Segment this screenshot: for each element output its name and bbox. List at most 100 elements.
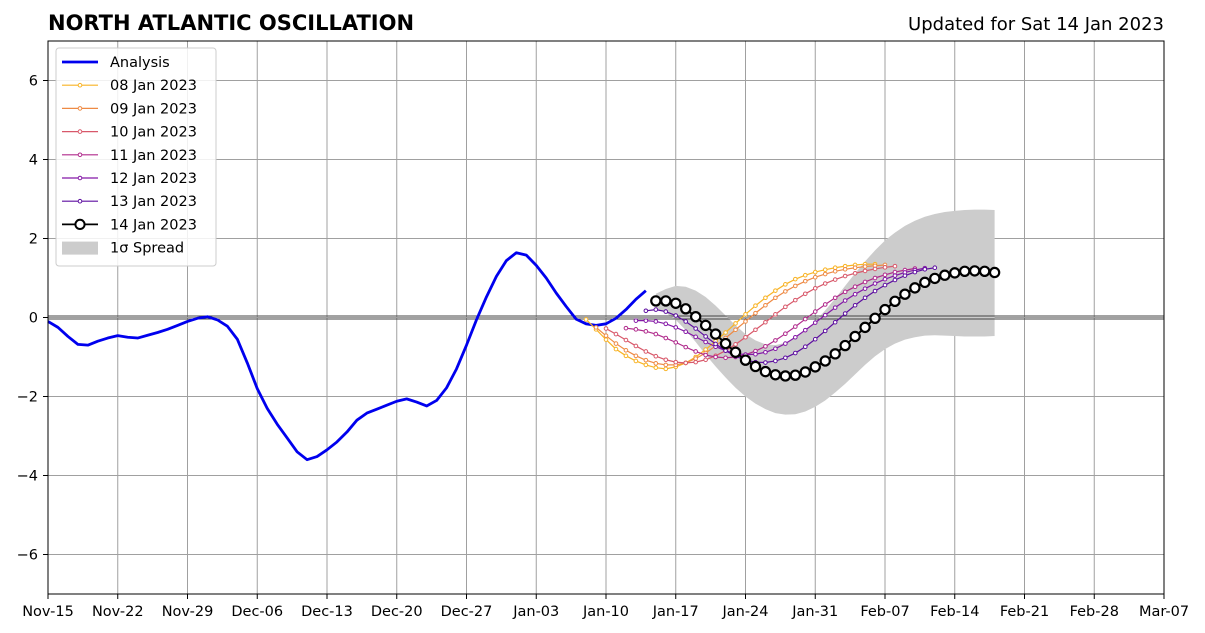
legend-label: 1σ Spread (110, 241, 184, 257)
forecast-point (749, 360, 762, 373)
y-tick-label: 2 (29, 232, 38, 248)
forecast-point (909, 282, 921, 294)
forecast-point (959, 265, 971, 277)
y-tick-label: −6 (17, 548, 38, 564)
forecast-point (912, 269, 918, 275)
forecast-point (783, 355, 788, 361)
x-tick-label: Jan-17 (652, 604, 699, 620)
chart-title: NORTH ATLANTIC OSCILLATION (48, 11, 414, 35)
forecast-point (892, 263, 898, 269)
forecast-point (802, 291, 808, 297)
forecast-point (822, 302, 828, 307)
forecast-point (673, 313, 679, 318)
forecast-point (753, 351, 758, 357)
forecast-point (773, 346, 778, 352)
x-tick-label: Jan-31 (791, 604, 838, 620)
forecast-point (723, 330, 728, 335)
legend: Analysis 08 Jan 2023 09 Jan 2023 10 Jan 202… (55, 47, 217, 267)
forecast-point (753, 310, 758, 316)
forecast-point (713, 354, 718, 360)
forecast-point (699, 319, 712, 332)
legend-entry: 08 Jan 2023 (62, 78, 197, 94)
legend-label: Analysis (110, 55, 170, 71)
legend-items: Analysis 08 Jan 2023 09 Jan 2023 10 Jan 202… (62, 55, 197, 257)
forecast-point (783, 341, 788, 346)
forecast-point (802, 327, 808, 333)
forecast-point (743, 312, 748, 317)
spread-layer (655, 209, 995, 415)
legend-entry: 09 Jan 2023 (62, 101, 197, 117)
forecast-point (773, 288, 778, 293)
legend-marker (77, 198, 83, 204)
x-tick-label: Feb-28 (1070, 604, 1119, 620)
forecast-point (839, 339, 851, 352)
forecast-point (842, 311, 848, 316)
forecast-point (882, 282, 888, 288)
legend-label: 08 Jan 2023 (110, 78, 197, 94)
forecast-point (802, 316, 808, 322)
forecast-point (673, 359, 679, 365)
forecast-point (733, 327, 738, 333)
forecast-point (899, 288, 911, 300)
x-tick-label: Feb-07 (860, 604, 909, 620)
forecast-point (872, 275, 878, 281)
y-tick-label: 6 (29, 74, 38, 90)
forecast-point (683, 329, 689, 335)
forecast-point (793, 324, 798, 329)
forecast-point (773, 295, 778, 301)
x-tick-label: Dec-13 (301, 604, 353, 620)
x-tick-label: Jan-24 (721, 604, 768, 620)
legend-swatch (62, 241, 98, 255)
forecast-point (633, 318, 639, 323)
forecast-point (683, 360, 689, 366)
x-tick-label: Feb-21 (1000, 604, 1049, 620)
forecast-point (793, 297, 798, 303)
forecast-point (643, 308, 649, 314)
forecast-point (862, 264, 868, 269)
forecast-point (763, 295, 768, 301)
legend-entry: 12 Jan 2023 (62, 171, 197, 187)
y-tick-label: 4 (29, 153, 38, 169)
forecast-point (779, 370, 792, 382)
forecast-point (663, 362, 669, 368)
forecast-point (802, 278, 808, 284)
x-tick-label: Dec-20 (371, 604, 423, 620)
legend-marker (77, 82, 83, 88)
forecast-point (872, 281, 878, 286)
forecast-point (832, 295, 838, 301)
x-tick-label: Jan-03 (512, 604, 559, 620)
forecast-point (633, 343, 639, 349)
forecast-point (789, 369, 802, 381)
forecast-point (713, 341, 718, 347)
forecast-point (822, 312, 828, 318)
forecast-point (743, 319, 748, 324)
forecast-point (832, 305, 838, 310)
forecast-point (832, 277, 838, 282)
forecast-point (852, 265, 858, 271)
forecast-point (613, 346, 619, 352)
legend-box (55, 47, 217, 267)
forecast-point (623, 337, 629, 343)
forecast-point (653, 361, 659, 366)
forecast-point (703, 352, 708, 358)
legend-entry: 10 Jan 2023 (62, 125, 197, 141)
forecast-point (802, 344, 808, 350)
forecast-point (832, 268, 838, 274)
forecast-point (683, 319, 689, 324)
forecast-point (783, 304, 788, 310)
y-tick-label: 0 (29, 311, 38, 327)
forecast-point (643, 329, 649, 334)
x-axis: Nov-15 Nov-22 Nov-29 Dec-06 Dec-13 Dec-20 Dec-… (22, 594, 1189, 620)
forecast-point (763, 302, 768, 308)
legend-marker (77, 152, 83, 158)
chart-subtitle: Updated for Sat 14 Jan 2023 (908, 14, 1164, 35)
legend-marker (74, 218, 86, 230)
forecast-point (653, 353, 659, 359)
x-tick-label: Mar-07 (1139, 604, 1189, 620)
forecast-point (842, 289, 848, 295)
forecast-point (842, 273, 848, 279)
forecast-point (882, 265, 888, 270)
forecast-point (869, 312, 881, 324)
forecast-point (759, 365, 772, 378)
forecast-point (623, 347, 629, 353)
